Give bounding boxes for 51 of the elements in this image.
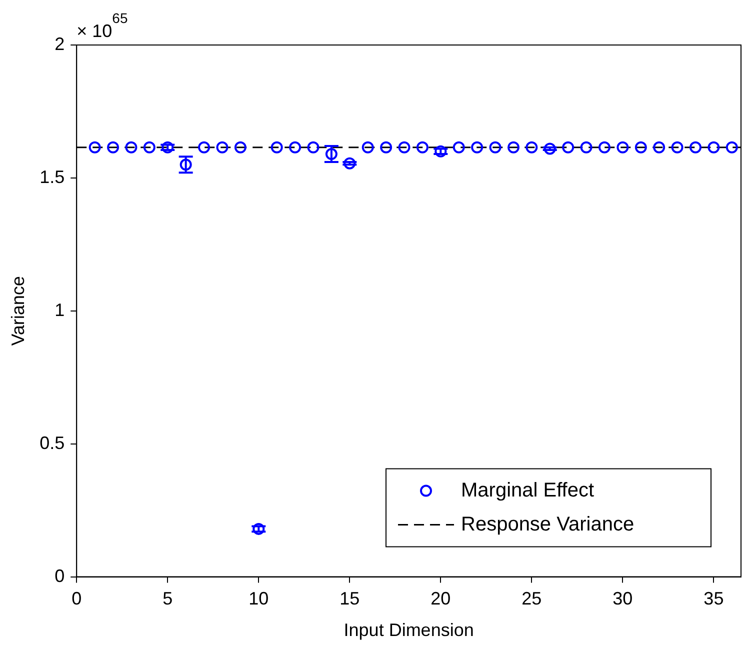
point [380,141,392,154]
y-tick-label: 2 [54,34,65,54]
y-tick-label: 0 [54,566,65,586]
x-tick-label: 15 [340,588,360,609]
y-tick-label: 0.5 [40,432,65,453]
point [234,141,246,154]
x-tick-label: 35 [704,588,724,609]
x-tick-label: 30 [612,588,633,609]
point [88,141,101,154]
point [143,141,156,154]
point [562,141,574,154]
point [307,141,320,154]
x-tick-label: 25 [522,588,542,609]
y-axis-title: Variance [8,276,28,346]
point [270,141,283,154]
point [671,141,684,154]
point [507,141,520,154]
point [598,141,610,154]
point [416,141,428,154]
point [198,141,210,154]
y-tick-label: 1 [54,300,65,320]
point [398,141,410,154]
point [634,141,647,154]
point [653,141,666,154]
point [434,145,447,158]
point [362,141,374,154]
point [125,141,138,154]
point [216,141,228,154]
x-axis-title: Input Dimension [344,620,474,640]
point [489,141,502,154]
point [580,141,592,154]
x-tick-label: 5 [162,588,173,609]
point [726,141,738,154]
point [344,157,356,170]
point [544,142,556,155]
point [162,141,174,154]
point [289,141,302,154]
point [708,141,720,154]
point [452,141,465,154]
legend-label: Marginal Effect [461,479,594,502]
point [471,141,484,154]
point [689,141,702,154]
x-tick-label: 0 [72,588,82,609]
y-tick-label: 1.5 [40,166,65,187]
x-tick-label: 20 [430,588,451,609]
point [526,141,538,154]
legend-label: Response Variance [461,513,634,536]
point [252,522,265,535]
point [616,141,629,154]
point [107,141,120,154]
x-tick-label: 10 [248,588,269,609]
